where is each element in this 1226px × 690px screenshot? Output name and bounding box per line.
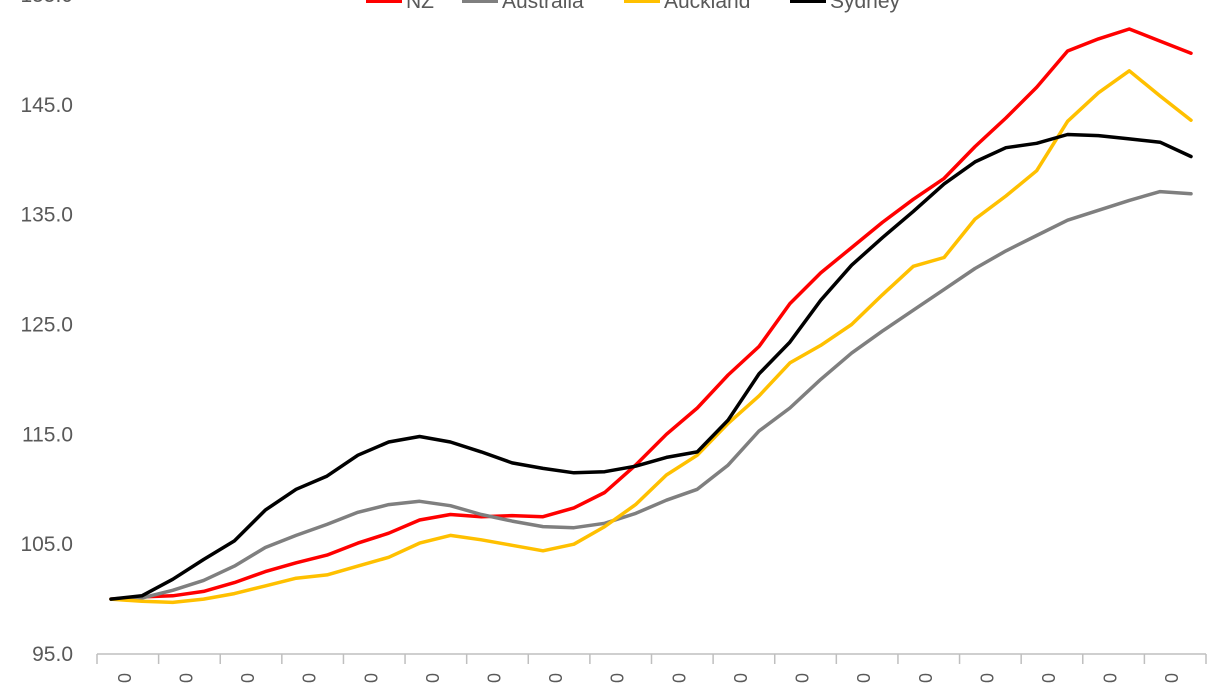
y-tick-label: 105.0 — [20, 533, 73, 556]
series-line-australia — [109, 189, 1193, 601]
y-axis-ticks: 95.0 105.0 115.0 125.0 135.0 145.0 155.0 — [20, 0, 73, 666]
legend-label: Sydney — [830, 0, 901, 13]
x-tick-label: 0 — [793, 673, 813, 683]
legend-label: NZ — [406, 0, 434, 13]
x-tick-label: 0 — [300, 673, 320, 683]
y-tick-label: 155.0 — [20, 0, 73, 7]
series-lines — [109, 27, 1193, 605]
series-line-nz — [109, 27, 1193, 601]
y-tick-label: 135.0 — [20, 204, 73, 227]
x-tick-label: 0 — [854, 673, 874, 683]
y-tick-label: 145.0 — [20, 94, 73, 117]
x-tick-label: 0 — [115, 673, 135, 683]
x-tick-label: 0 — [176, 673, 196, 683]
x-axis: 0 0 0 0 0 0 0 0 0 0 0 0 0 0 0 0 0 0 — [96, 653, 1207, 683]
y-tick-label: 95.0 — [32, 643, 73, 666]
legend-label: Australia — [502, 0, 584, 13]
y-tick-label: 125.0 — [20, 314, 73, 337]
x-tick-label: 0 — [916, 673, 936, 683]
x-tick-label: 0 — [361, 673, 381, 683]
x-tick-label: 0 — [484, 673, 504, 683]
x-tick-label: 0 — [1101, 673, 1121, 683]
y-tick-label: 115.0 — [22, 423, 73, 446]
x-tick-label: 0 — [977, 673, 997, 683]
x-tick-label: 0 — [546, 673, 566, 683]
x-tick-label: 0 — [1162, 673, 1182, 683]
x-tick-label: 0 — [731, 673, 751, 683]
x-tick-label: 0 — [608, 673, 628, 683]
x-tick-label: 0 — [1039, 673, 1059, 683]
x-tick-label: 0 — [238, 673, 258, 683]
legend: NZ Australia Auckland Sydney — [366, 0, 901, 13]
x-tick-label: 0 — [423, 673, 443, 683]
series-line-sydney — [109, 132, 1193, 601]
series-line-auckland — [109, 69, 1193, 605]
x-tick-label: 0 — [669, 673, 689, 683]
legend-label: Auckland — [664, 0, 750, 13]
